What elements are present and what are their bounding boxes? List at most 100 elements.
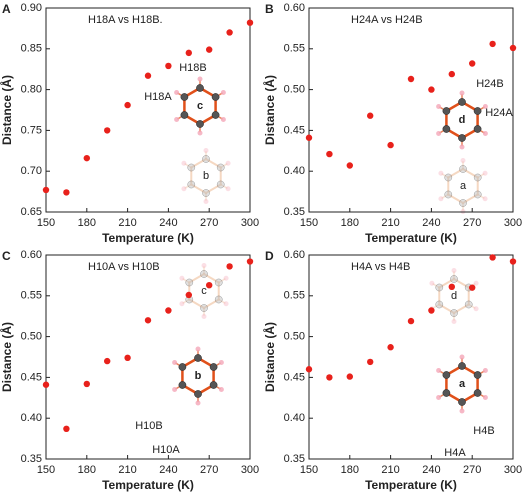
y-tick-label: 0.45 (284, 124, 305, 136)
h-atom (197, 76, 203, 82)
h-atom (181, 160, 187, 166)
ring (188, 272, 220, 310)
atom (200, 304, 208, 312)
y-tick-label: 0.40 (284, 412, 305, 424)
atom (473, 190, 482, 199)
panel-label: A (2, 2, 11, 16)
h-atom (218, 387, 224, 392)
h-atom (436, 104, 442, 109)
h-atom (438, 196, 444, 202)
bond (220, 183, 228, 189)
ring (438, 277, 470, 315)
x-tick-label: 240 (422, 217, 440, 229)
h-atom (220, 90, 226, 95)
panel-label: C (2, 249, 11, 263)
data-point (104, 127, 111, 134)
y-tick-label: 0.40 (21, 412, 42, 424)
atom (458, 398, 466, 406)
annotation: c (201, 285, 207, 297)
data-point (346, 373, 353, 380)
atom (444, 173, 453, 182)
atom (435, 283, 444, 292)
atom (458, 362, 466, 370)
annotation: H24B (476, 78, 504, 90)
data-point (489, 40, 496, 48)
atom (214, 295, 223, 304)
x-tick-label: 300 (504, 464, 522, 476)
annotation: H10A (152, 444, 180, 456)
h-atom (203, 148, 209, 153)
y-tick-label: 0.55 (21, 290, 42, 302)
data-point (144, 72, 152, 79)
y-axis-label: Distance (Å) (0, 322, 14, 392)
y-tick-label: 0.60 (284, 249, 305, 261)
bond (218, 278, 226, 284)
data-point (42, 381, 50, 388)
data-point (104, 357, 111, 365)
annotation: a (460, 180, 467, 192)
x-tick-label: 180 (341, 217, 359, 229)
atom (200, 270, 208, 278)
y-axis-label: Distance (Å) (262, 75, 277, 145)
data-point (124, 101, 131, 109)
atom (459, 199, 467, 207)
h-atom (482, 131, 488, 136)
h-atom (181, 186, 187, 192)
x-axis-label: Temperature (K) (102, 478, 194, 492)
x-tick-label: 150 (37, 464, 55, 476)
atom (473, 389, 482, 397)
h-atom (460, 158, 466, 163)
x-tick-label: 300 (504, 217, 522, 229)
y-axis-label: Distance (Å) (0, 75, 14, 145)
y-tick-label: 0.80 (21, 84, 42, 96)
data-point (346, 162, 353, 169)
data-point (428, 307, 435, 314)
h-atom (482, 170, 488, 176)
h-atom (436, 368, 442, 373)
annotation: H10B (135, 420, 163, 432)
atom (444, 190, 453, 199)
y-tick-label: 0.60 (21, 249, 42, 261)
atom (211, 111, 220, 119)
plot-frame (45, 7, 251, 213)
x-tick-label: 300 (241, 464, 259, 476)
bond (184, 183, 192, 189)
h-atom (223, 301, 229, 307)
y-tick-label: 0.70 (21, 165, 42, 177)
data-point (226, 263, 233, 270)
data-point (185, 49, 192, 57)
h-atom (195, 346, 201, 352)
x-tick-label: 270 (463, 464, 481, 476)
atom (450, 275, 458, 283)
bond (182, 298, 190, 304)
y-tick-label: 0.55 (284, 290, 305, 302)
x-tick-label: 210 (381, 464, 399, 476)
atom (180, 111, 189, 119)
atom (473, 173, 482, 182)
h-atom (172, 360, 178, 365)
y-tick-label: 0.85 (21, 43, 42, 55)
data-point (226, 29, 233, 36)
annotation: a (459, 378, 466, 390)
y-tick-label: 0.35 (284, 206, 305, 218)
data-point (165, 62, 172, 70)
x-tick-label: 300 (241, 217, 259, 229)
atom (458, 134, 466, 142)
atom (196, 120, 204, 128)
data-point (165, 307, 172, 314)
h-atom (179, 301, 185, 307)
atom (464, 300, 473, 309)
annotation: d (459, 114, 466, 126)
x-tick-label: 180 (78, 464, 96, 476)
atom (216, 163, 225, 172)
panel-label: D (265, 249, 274, 263)
x-axis-label: Temperature (K) (365, 231, 457, 245)
panel-title: H4A vs H4B (351, 261, 410, 273)
atom (202, 189, 210, 197)
h-atom (172, 387, 178, 392)
atom (194, 354, 202, 362)
atom (214, 278, 223, 287)
data-point (367, 358, 374, 366)
x-tick-label: 240 (422, 464, 440, 476)
h-atom (201, 314, 207, 319)
